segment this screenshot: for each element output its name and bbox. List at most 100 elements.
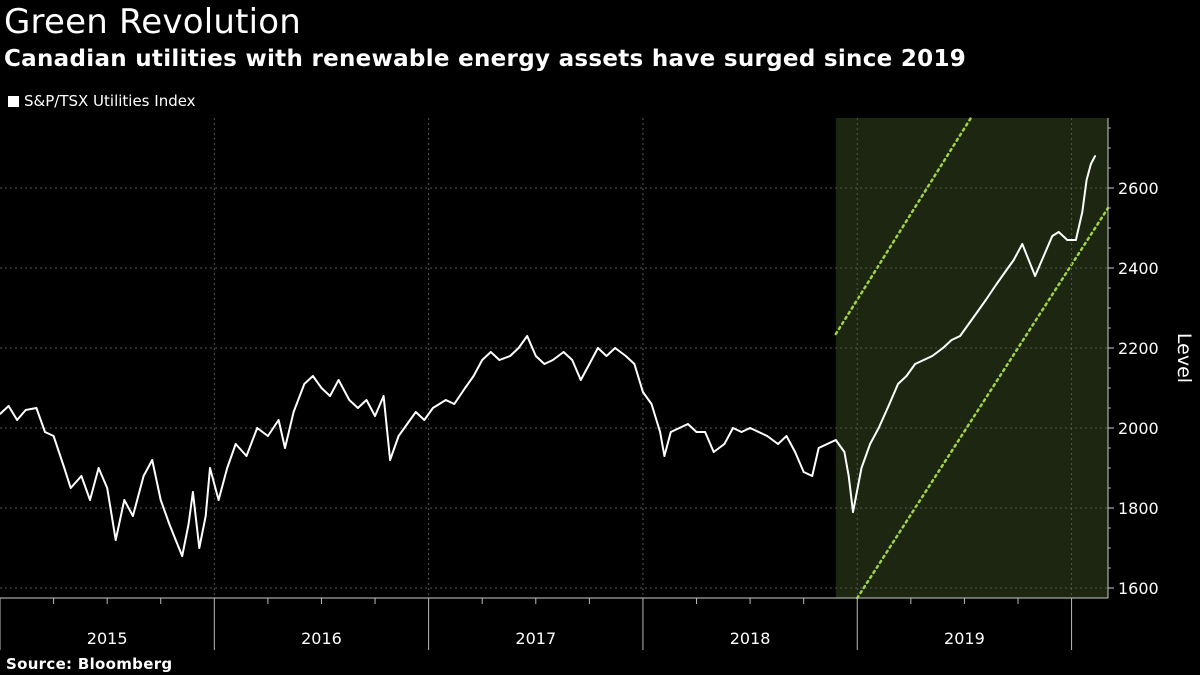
data-point: [267, 435, 269, 437]
data-point: [80, 475, 83, 477]
data-point: [337, 379, 340, 381]
data-point: [1081, 211, 1084, 213]
data-point: [481, 359, 484, 361]
data-point: [794, 451, 796, 453]
data-point: [785, 435, 788, 437]
data-point: [950, 339, 953, 341]
data-point: [766, 435, 769, 437]
data-point: [1004, 271, 1006, 273]
data-point: [414, 411, 417, 413]
data-point: [860, 467, 863, 469]
data-point: [959, 335, 961, 337]
chart-subtitle: Canadian utilities with renewable energy…: [4, 46, 967, 72]
y-tick-label-2400: 2400: [1118, 259, 1159, 278]
data-point: [1051, 235, 1054, 237]
data-point: [7, 405, 10, 407]
data-point: [234, 443, 237, 445]
data-point: [942, 347, 944, 349]
data-point: [329, 395, 331, 397]
grid-layer: [0, 118, 1108, 598]
data-point: [967, 323, 970, 325]
data-point: [526, 335, 529, 337]
legend: S&P/TSX Utilities Index: [8, 92, 196, 110]
data-point: [217, 499, 220, 501]
data-point: [740, 431, 743, 433]
data-point: [588, 363, 591, 365]
data-point: [534, 355, 537, 357]
y-tick-label-1800: 1800: [1118, 499, 1159, 518]
data-point: [1075, 239, 1077, 241]
data-point: [1057, 231, 1060, 233]
data-point: [432, 407, 434, 409]
data-point: [181, 555, 184, 557]
data-point: [464, 387, 466, 389]
data-point: [811, 475, 814, 477]
data-point: [897, 383, 899, 385]
data-point: [498, 359, 501, 361]
data-point: [847, 475, 850, 477]
data-point: [732, 427, 734, 429]
data-point: [453, 403, 456, 405]
legend-swatch: [8, 95, 19, 107]
data-point: [659, 431, 661, 433]
data-point: [678, 427, 681, 429]
data-point: [1094, 155, 1096, 157]
data-point: [1027, 259, 1030, 261]
x-year-label-2016: 2016: [301, 629, 342, 648]
data-point: [284, 447, 286, 449]
data-point: [852, 511, 854, 513]
data-point: [423, 419, 426, 421]
data-point: [106, 487, 109, 489]
data-point: [749, 427, 751, 429]
x-year-label-2015: 2015: [87, 629, 128, 648]
data-point: [151, 459, 154, 461]
data-point: [976, 311, 979, 313]
data-point: [132, 515, 134, 517]
trend-band-fill: [835, 118, 1108, 598]
y-tick-label-2200: 2200: [1118, 339, 1159, 358]
data-point: [16, 419, 18, 421]
data-point: [624, 355, 627, 357]
data-point: [1012, 259, 1015, 261]
data-point: [931, 355, 934, 357]
trend-band-layer: [834, 116, 1110, 600]
trend-band-lower-line: [856, 206, 1110, 600]
data-point: [198, 547, 201, 549]
data-point: [382, 395, 385, 397]
data-point: [1042, 255, 1045, 257]
data-point: [914, 363, 916, 365]
x-year-label-2017: 2017: [515, 629, 556, 648]
data-point: [663, 455, 666, 457]
data-point: [357, 407, 359, 409]
data-point: [256, 427, 259, 429]
y-axis-title: Level: [1173, 333, 1195, 383]
data-point: [44, 431, 46, 433]
data-point: [995, 283, 998, 285]
data-point: [192, 491, 194, 493]
axis-layer: [0, 118, 1114, 650]
data-point: [226, 467, 229, 469]
data-point: [571, 359, 574, 361]
data-point: [687, 423, 689, 425]
data-point: [472, 375, 475, 377]
data-point: [869, 443, 871, 445]
data-point: [826, 443, 829, 445]
data-point: [489, 351, 492, 353]
data-point: [723, 443, 726, 445]
data-point: [89, 499, 91, 501]
data-point: [406, 423, 409, 425]
data-point: [633, 363, 636, 365]
data-point: [605, 355, 608, 357]
data-point: [69, 487, 72, 489]
data-point: [245, 455, 248, 457]
data-point: [204, 515, 207, 517]
data-point: [650, 403, 653, 405]
data-point: [1090, 163, 1092, 165]
data-point: [843, 451, 846, 453]
data-point: [365, 399, 368, 401]
data-point: [63, 467, 66, 469]
data-point: [834, 439, 837, 441]
data-point: [348, 399, 351, 401]
trend-band-upper-line: [834, 116, 973, 336]
